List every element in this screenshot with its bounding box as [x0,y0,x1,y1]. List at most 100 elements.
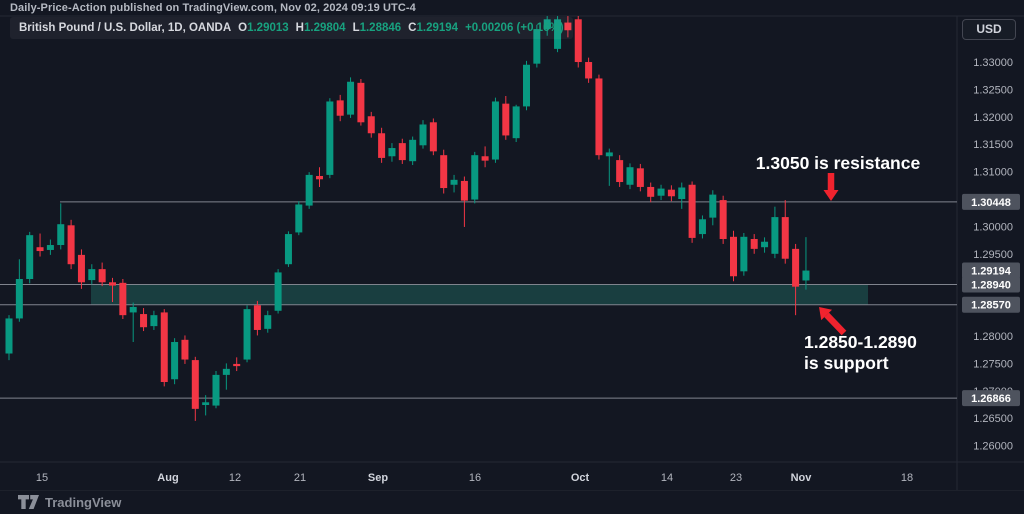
candle [792,243,800,316]
candle [26,231,34,284]
price-badge: 1.28940 [962,276,1020,293]
candle [160,309,168,387]
svg-text:1.26866: 1.26866 [971,393,1011,405]
candle [77,249,85,289]
price-badge: 1.29194 [962,262,1020,279]
time-tick-label: 23 [730,472,742,484]
time-tick-label: Nov [791,472,813,484]
price-badge: 1.30448 [962,193,1020,210]
candle [419,120,427,149]
tradingview-logo-icon[interactable] [18,495,39,510]
change-value: +0.00206 (+0.16%) [465,22,564,34]
candle [543,16,551,36]
candle [512,104,520,143]
candle [636,163,644,192]
annotation-text[interactable]: 1.3050 is resistance [756,153,921,173]
candle [305,172,313,209]
candle [316,167,323,187]
close-label: C [408,22,417,34]
time-tick-label: Aug [157,472,178,484]
candle [57,203,65,250]
price-tick-label: 1.28000 [973,331,1013,343]
candle [388,143,396,162]
candle [409,136,417,166]
candle [212,371,220,409]
candle [698,215,706,239]
candle [295,201,303,236]
candle [502,95,510,140]
plot-layer[interactable] [0,15,957,421]
support-zone[interactable] [91,284,868,305]
time-axis[interactable]: 15 Aug 12 21 Sep 16 Oct 14 23 Nov 18 [36,472,913,484]
price-axis[interactable]: 1.33000 1.32500 1.32000 1.31500 1.31000 1.300… [962,57,1020,453]
candle [554,16,562,53]
candle [771,206,779,259]
candle [564,16,572,38]
price-tick-label: 1.29500 [973,249,1013,261]
annotation-text[interactable]: 1.2850-1.2890 [804,332,917,352]
open-label: O [238,22,248,34]
candle [398,138,406,164]
candle [574,16,582,68]
tradingview-logo-text[interactable]: TradingView [45,495,122,510]
price-tick-label: 1.30000 [973,221,1013,233]
currency-unit-button[interactable]: USD [962,19,1016,40]
open-value: 1.29013 [247,22,289,34]
svg-text:1.30448: 1.30448 [971,197,1011,209]
candle [284,231,292,267]
symbol-legend[interactable]: British Pound / U.S. Dollar, 1D, OANDA O1… [10,17,573,39]
candle [36,233,44,257]
candle [243,305,251,363]
annotation-arrow[interactable] [819,307,847,336]
candle [471,151,479,204]
candle [595,74,603,160]
candle [109,277,116,303]
candle [15,259,23,322]
time-tick-label: 16 [469,472,481,484]
candle [657,184,665,201]
candle [678,182,686,209]
candle [98,262,106,287]
price-tick-label: 1.27500 [973,358,1013,370]
low-label: L [352,22,360,34]
candle [740,232,748,276]
candle [761,237,769,253]
candle [533,24,541,68]
price-tick-label: 1.26000 [973,441,1013,453]
candle [647,182,655,203]
candle [347,77,355,118]
candle [88,264,96,285]
candle [150,310,158,330]
price-tick-label: 1.31000 [973,167,1013,179]
published-watermark: Daily-Price-Action published on TradingV… [10,2,416,14]
candle [450,174,458,193]
annotation-arrow[interactable] [823,173,839,201]
time-tick-label: 14 [661,472,673,484]
footer-bar: TradingView [0,490,1024,514]
price-tick-label: 1.33000 [973,57,1013,69]
candle [222,363,230,390]
time-tick-label: 15 [36,472,48,484]
annotation-text[interactable]: is support [804,353,889,373]
candle [357,79,365,126]
candle [667,185,675,202]
candle [719,195,727,244]
candle [274,269,282,314]
price-tick-label: 1.32000 [973,112,1013,124]
price-badge: 1.28570 [962,296,1020,313]
price-badge: 1.26866 [962,390,1020,407]
candle [616,155,624,187]
candle [688,181,696,243]
time-tick-label: 18 [901,472,913,484]
candle [440,149,448,194]
candle [429,118,437,156]
candle [523,60,530,111]
candle [67,219,75,270]
candle [264,310,272,333]
price-tick-label: 1.32500 [973,84,1013,96]
candle [491,97,499,163]
candle [730,230,737,282]
candle [378,127,386,163]
